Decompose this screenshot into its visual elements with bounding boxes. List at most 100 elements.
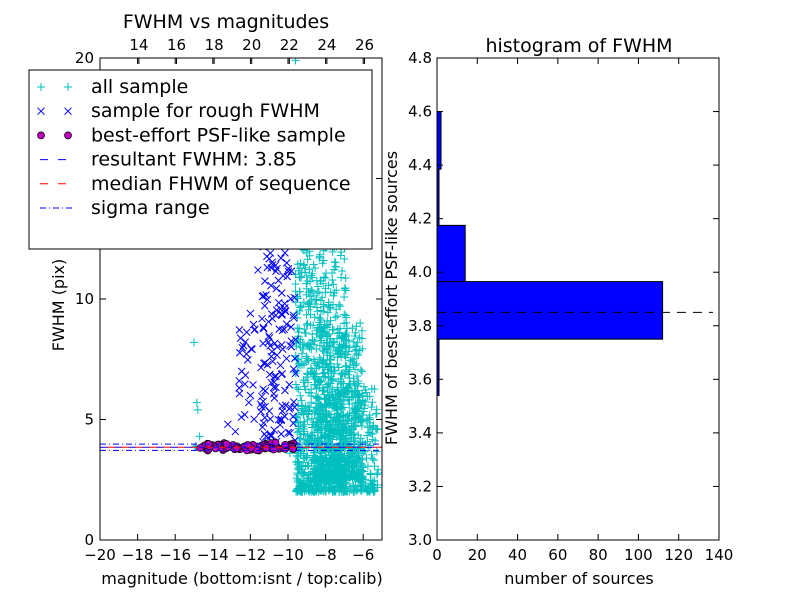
all-sample-point	[291, 298, 300, 307]
legend-box	[28, 69, 373, 250]
x-tick-label: 100	[624, 546, 653, 564]
rough-fwhm-point	[240, 410, 249, 419]
y-tick-label: 4.0	[408, 263, 432, 281]
all-sample-point	[338, 400, 347, 409]
all-sample-point	[317, 377, 326, 386]
rough-fwhm-point	[278, 311, 286, 319]
all-sample-point	[318, 293, 327, 302]
rough-fwhm-point	[239, 341, 248, 350]
rough-fwhm-point	[243, 356, 252, 364]
all-sample-point	[303, 255, 312, 264]
all-sample-point	[301, 263, 310, 272]
all-sample-point	[303, 416, 312, 425]
rough-fwhm-point	[289, 365, 298, 374]
all-sample-point	[295, 273, 304, 282]
all-sample-point	[300, 382, 309, 391]
all-sample-point	[298, 404, 307, 413]
rough-fwhm-point	[260, 359, 268, 368]
all-sample-point	[363, 437, 372, 446]
all-sample-point	[345, 395, 354, 404]
all-sample-point	[329, 352, 338, 361]
all-sample-point	[333, 390, 342, 399]
rough-fwhm-point	[277, 430, 286, 438]
all-sample-point	[333, 471, 342, 480]
rough-fwhm-point	[291, 335, 300, 344]
all-sample-point	[331, 487, 340, 496]
all-sample-point	[307, 389, 316, 398]
all-sample-point	[310, 487, 319, 496]
top-tick-label: 16	[167, 36, 186, 54]
x-tick-label: −18	[122, 546, 154, 564]
all-sample-point	[317, 401, 326, 410]
all-sample-point	[340, 310, 349, 319]
all-sample-point	[325, 338, 334, 347]
rough-fwhm-point	[278, 369, 287, 378]
all-sample-point	[329, 343, 338, 352]
all-sample-point	[297, 396, 306, 405]
all-sample-point	[315, 410, 324, 419]
rough-fwhm-point	[282, 259, 291, 267]
all-sample-point	[297, 408, 306, 417]
legend-label: resultant FWHM: 3.85	[91, 149, 297, 171]
all-sample-point	[329, 300, 338, 309]
all-sample-point	[304, 407, 313, 416]
all-sample-point	[300, 325, 309, 334]
rough-fwhm-point	[267, 281, 275, 290]
histogram-y-axis: 3.0 3.2 3.4 3.6 3.8 4.0 4.2 4.4 4.6 4.8	[408, 49, 719, 549]
rough-fwhm-point	[291, 354, 299, 363]
all-sample-point	[314, 457, 323, 466]
all-sample-point	[340, 442, 349, 451]
all-sample-point	[320, 424, 329, 433]
histogram-x-axis: 0 20 40 60 80 100 120 140	[432, 58, 733, 564]
all-sample-point	[371, 436, 380, 445]
rough-fwhm-point	[237, 413, 246, 422]
all-sample-point	[342, 362, 351, 371]
x-tick-label: −16	[159, 546, 191, 564]
all-sample-point	[295, 427, 304, 436]
all-sample-point	[321, 373, 330, 382]
all-sample-point	[300, 420, 309, 429]
all-sample-point	[352, 469, 361, 478]
all-sample-point	[319, 369, 328, 378]
all-sample-point	[299, 471, 308, 480]
all-sample-point	[338, 429, 347, 438]
x-tick-label: 0	[432, 546, 442, 564]
all-sample-point	[319, 328, 328, 337]
all-sample-point	[192, 398, 201, 407]
all-sample-point	[325, 429, 334, 438]
all-sample-point	[310, 313, 319, 322]
all-sample-point	[324, 301, 333, 310]
all-sample-point	[338, 267, 347, 276]
all-sample-point	[353, 338, 362, 347]
all-sample-point	[312, 361, 321, 370]
all-sample-point	[329, 291, 338, 300]
all-sample-point	[294, 401, 303, 410]
all-sample-point	[319, 417, 328, 426]
rough-fwhm-point	[279, 271, 288, 280]
all-sample-point	[336, 302, 345, 311]
all-sample-point	[352, 404, 361, 413]
all-sample-point	[304, 356, 313, 365]
all-sample-point	[319, 356, 328, 365]
y-tick-label: 4.4	[408, 156, 432, 174]
all-sample-point	[323, 432, 332, 441]
legend-item: all sample	[37, 76, 188, 98]
all-sample-point	[356, 319, 365, 328]
y-tick-label: 4.6	[408, 103, 432, 121]
all-sample-point	[339, 417, 348, 426]
all-sample-point	[349, 337, 358, 346]
all-sample-point	[368, 454, 377, 463]
all-sample-point	[349, 436, 358, 445]
all-sample-point	[328, 376, 337, 385]
all-sample-point	[340, 254, 349, 263]
all-sample-point	[369, 456, 378, 465]
all-sample-point	[340, 293, 349, 302]
all-sample-point	[298, 360, 307, 369]
all-sample-point	[318, 358, 327, 367]
all-sample-point	[304, 339, 313, 348]
all-sample-point	[341, 274, 350, 283]
all-sample-point	[300, 268, 309, 277]
all-sample-point	[291, 279, 300, 288]
rough-fwhm-point	[247, 345, 256, 353]
rough-fwhm-point	[269, 383, 278, 392]
